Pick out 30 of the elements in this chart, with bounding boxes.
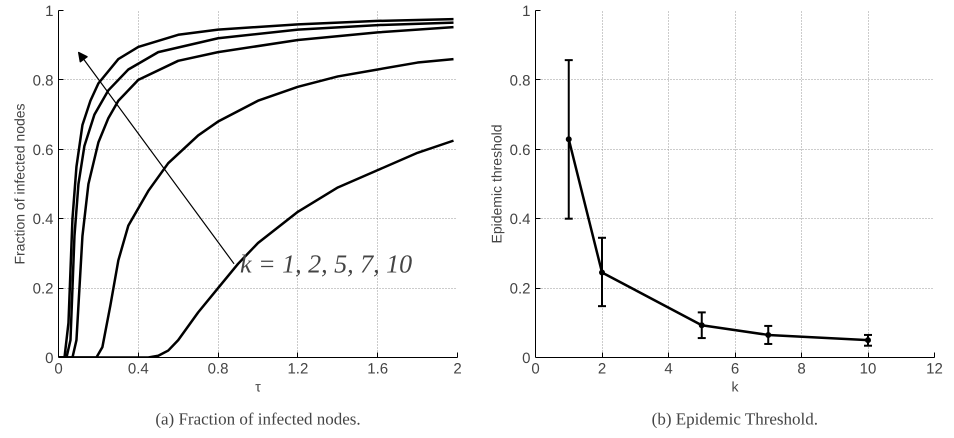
y-axis-title: Fraction of infected nodes	[12, 103, 28, 265]
x-tick-label: 10	[860, 360, 876, 378]
y-tick-label: 0.2	[32, 280, 54, 298]
y-tick-label: 0.6	[32, 142, 54, 159]
x-tick-label: 12	[926, 360, 943, 378]
x-tick-label: 6	[730, 360, 740, 378]
annotation: k = 1, 2, 5, 7, 10	[240, 249, 412, 278]
x-tick-label: 0.8	[208, 360, 229, 378]
x-tick-label: 1.6	[367, 360, 388, 378]
y-axis-title: Epidemic threshold	[488, 124, 505, 244]
y-tick-label: 1	[522, 3, 530, 20]
text: (a) Fraction of infected nodes.	[155, 410, 361, 428]
x-tick-label: 0.4	[128, 360, 149, 378]
x-tick-label: 2	[453, 360, 462, 378]
x-axis-title: k	[732, 378, 740, 394]
x-tick-label: 8	[797, 360, 806, 378]
y-tick-label: 0.4	[510, 211, 531, 228]
text: (b) Epidemic Threshold.	[652, 410, 818, 428]
y-tick-label: 1	[45, 3, 54, 20]
y-tick-label: 0.2	[510, 280, 531, 298]
y-tick-label: 0.6	[510, 142, 531, 159]
y-tick-label: 0.8	[32, 72, 54, 90]
x-tick-label: 1.2	[287, 360, 308, 378]
y-tick-label: 0	[45, 350, 54, 367]
x-tick-label: 4	[664, 360, 673, 378]
y-tick-label: 0.8	[510, 72, 531, 90]
x-axis-title: τ	[255, 378, 262, 394]
x-tick-label: 2	[598, 360, 606, 378]
y-tick-label: 0	[522, 350, 530, 367]
y-tick-label: 0.4	[32, 211, 54, 228]
